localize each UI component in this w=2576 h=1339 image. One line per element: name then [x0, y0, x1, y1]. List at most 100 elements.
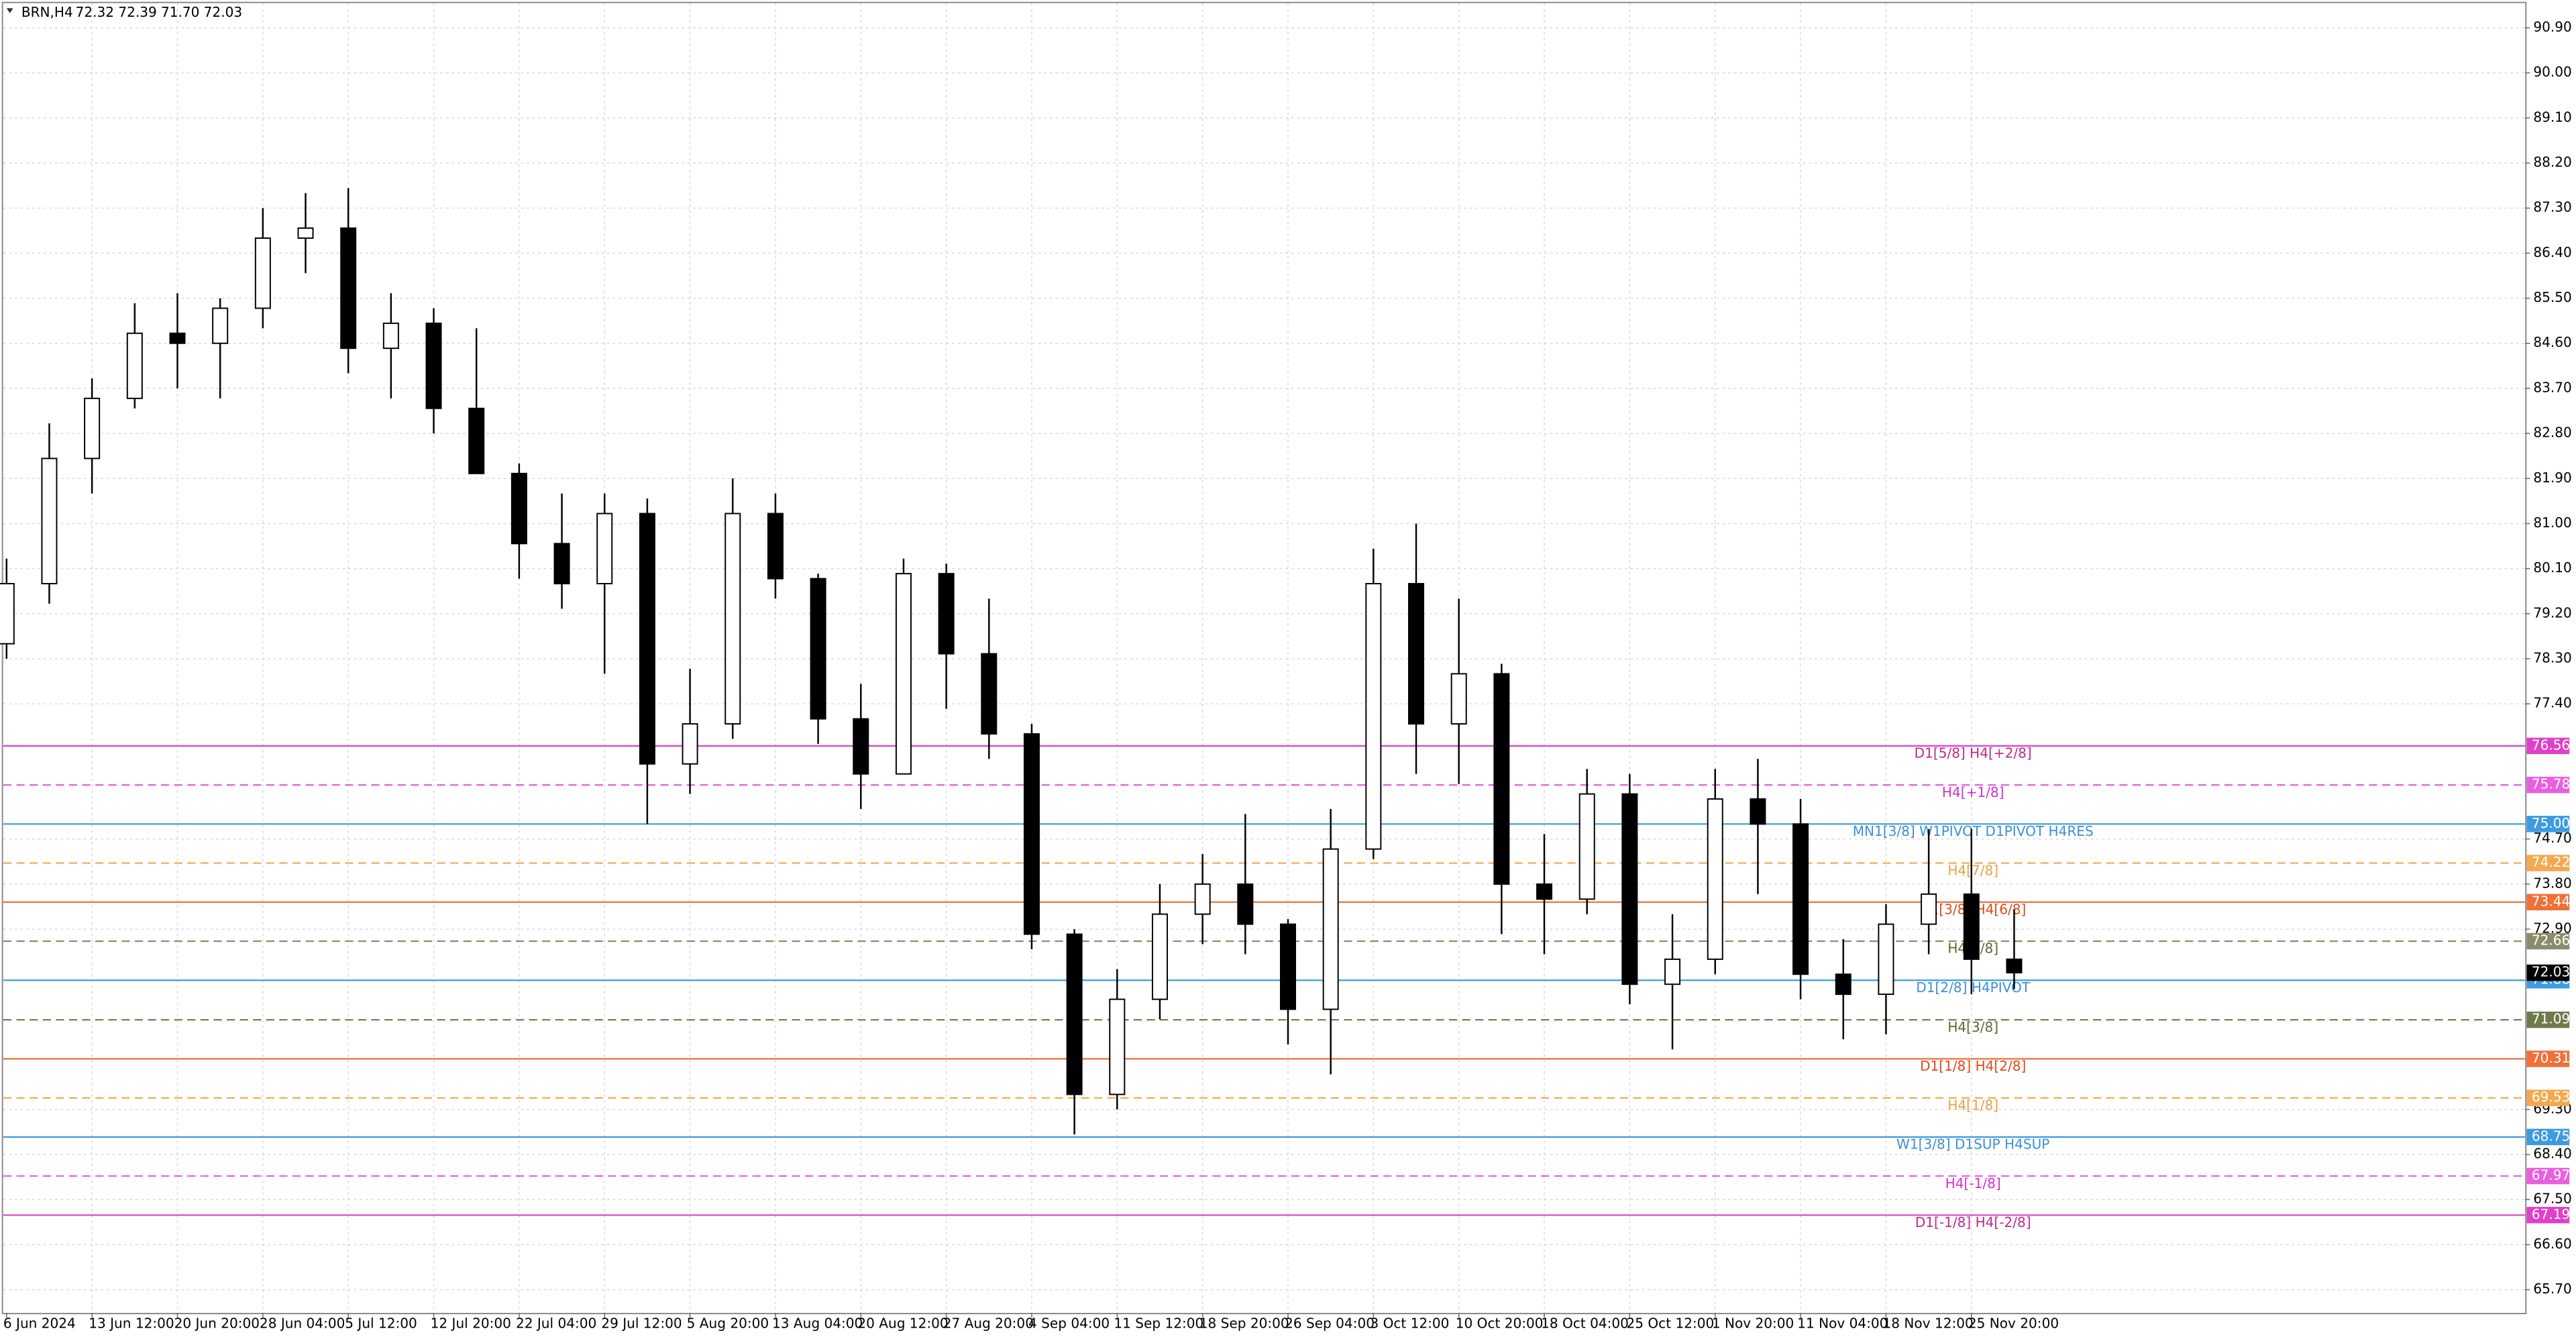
level-name: D1[5/8] H4[+2/8]: [1915, 745, 2032, 761]
candle-body: [596, 513, 613, 585]
candle-body: [553, 543, 570, 585]
candle-body: [1707, 798, 1723, 960]
level-tag: [2526, 894, 2570, 911]
level-tag-label: 71.09: [2532, 1011, 2570, 1027]
y-tick-label: 74.70: [2533, 830, 2571, 846]
x-tick-label: 6 Jun 2024: [3, 1315, 76, 1331]
level-tag-label: 75.00: [2532, 815, 2570, 831]
candle-body: [1750, 798, 1766, 825]
y-tick-label: 68.40: [2533, 1145, 2571, 1161]
level-name: H4[7/8]: [1947, 862, 1998, 878]
x-tick-label: 25 Oct 12:00: [1626, 1315, 1714, 1331]
level-name: H4[-1/8]: [1945, 1175, 2001, 1191]
level-tag-label: 67.97: [2532, 1167, 2570, 1183]
candle-body: [1664, 958, 1681, 985]
x-tick-label: 18 Oct 04:00: [1541, 1315, 1629, 1331]
candle-body: [511, 472, 527, 545]
candle-body: [1023, 733, 1040, 935]
candle-body: [1194, 883, 1211, 915]
candle-body: [126, 332, 143, 399]
level-tag: [2526, 855, 2570, 871]
y-tick-label: 85.50: [2533, 289, 2571, 305]
y-tick-label: 82.80: [2533, 425, 2571, 441]
candle-body: [1493, 673, 1510, 885]
level-tag: [2526, 776, 2570, 794]
x-tick-label: 11 Sep 12:00: [1114, 1315, 1203, 1331]
x-tick-label: 20 Jun 20:00: [174, 1315, 260, 1331]
candle-body: [1408, 583, 1425, 725]
x-tick-label: 5 Jul 12:00: [345, 1315, 417, 1331]
collapse-icon[interactable]: [6, 8, 13, 13]
level-tag-label: 68.75: [2532, 1128, 2570, 1144]
candle-body: [212, 307, 229, 344]
candle-body: [382, 322, 399, 350]
candle-body: [767, 513, 784, 580]
y-tick-label: 65.70: [2533, 1281, 2571, 1297]
level-tag: [2526, 932, 2570, 950]
candle-body: [639, 513, 655, 765]
price-tag-label: 72.03: [2532, 964, 2570, 980]
candle-body: [1237, 883, 1254, 925]
level-tag: [2526, 1128, 2570, 1146]
candle-body: [2006, 958, 2023, 974]
candle-body: [853, 718, 869, 775]
level-name: H4[3/8]: [1947, 1019, 1998, 1035]
level-tag-label: 70.31: [2532, 1050, 2570, 1066]
candle-body: [1066, 933, 1083, 1095]
candle-body: [340, 227, 357, 350]
x-tick-label: 18 Nov 12:00: [1883, 1315, 1974, 1331]
level-tag: [2526, 1167, 2570, 1185]
candle-body: [1536, 883, 1553, 900]
header-value: 71.70: [161, 4, 199, 20]
y-tick-label: 78.30: [2533, 650, 2571, 666]
level-name: D1[1/8] H4[2/8]: [1920, 1058, 2026, 1074]
level-tag-label: 67.19: [2532, 1206, 2570, 1222]
candle-body: [84, 397, 101, 460]
y-tick-label: 73.80: [2533, 875, 2571, 891]
header-value: 72.03: [204, 4, 242, 20]
level-name: D1[2/8] H4PIVOT: [1916, 979, 2031, 996]
y-tick-label: 87.30: [2533, 199, 2571, 215]
x-tick-label: 29 Jul 12:00: [601, 1315, 682, 1331]
candle-body: [0, 583, 15, 645]
candle-body: [1921, 893, 1937, 925]
candle-body: [1109, 998, 1126, 1095]
y-tick-label: 72.90: [2533, 920, 2571, 936]
candle-body: [682, 723, 698, 765]
x-tick-label: 1 Nov 20:00: [1712, 1315, 1794, 1331]
level-tag-label: 74.22: [2532, 854, 2570, 870]
header-value: 72.39: [118, 4, 156, 20]
candle-body: [1151, 913, 1168, 1000]
y-tick-label: 90.90: [2533, 19, 2571, 35]
x-tick-label: 22 Jul 04:00: [516, 1315, 596, 1331]
level-tag: [2526, 1207, 2570, 1224]
y-tick-label: 90.00: [2533, 64, 2571, 80]
candle-body: [1878, 923, 1894, 996]
candle-body: [254, 237, 271, 309]
level-tag: [2526, 737, 2570, 755]
level-tag-label: 69.53: [2532, 1089, 2570, 1105]
x-tick-label: 20 Aug 12:00: [857, 1315, 948, 1331]
header-value: 72.32: [76, 4, 114, 20]
candle-body: [1578, 793, 1595, 900]
candle-body: [895, 573, 912, 775]
x-tick-label: 13 Jun 12:00: [89, 1315, 174, 1331]
candle-body: [1621, 793, 1638, 985]
y-tick-label: 86.40: [2533, 244, 2571, 260]
level-tag: [2526, 816, 2570, 833]
x-tick-label: 18 Sep 20:00: [1199, 1315, 1289, 1331]
y-tick-label: 84.60: [2533, 334, 2571, 350]
x-tick-label: 27 Aug 20:00: [943, 1315, 1034, 1331]
y-tick-label: 79.20: [2533, 604, 2571, 621]
level-name: W1[3/8] D1SUP H4SUP: [1896, 1136, 2049, 1153]
x-tick-label: 3 Oct 12:00: [1370, 1315, 1449, 1331]
y-tick-label: 88.20: [2533, 154, 2571, 170]
level-tag: [2526, 1089, 2570, 1106]
y-tick-label: 81.90: [2533, 470, 2571, 486]
price-tag: [2526, 964, 2570, 981]
x-tick-label: 4 Sep 04:00: [1028, 1315, 1110, 1331]
candle-body: [1365, 583, 1382, 850]
candle-body: [1450, 673, 1467, 725]
y-tick-label: 67.50: [2533, 1191, 2571, 1207]
